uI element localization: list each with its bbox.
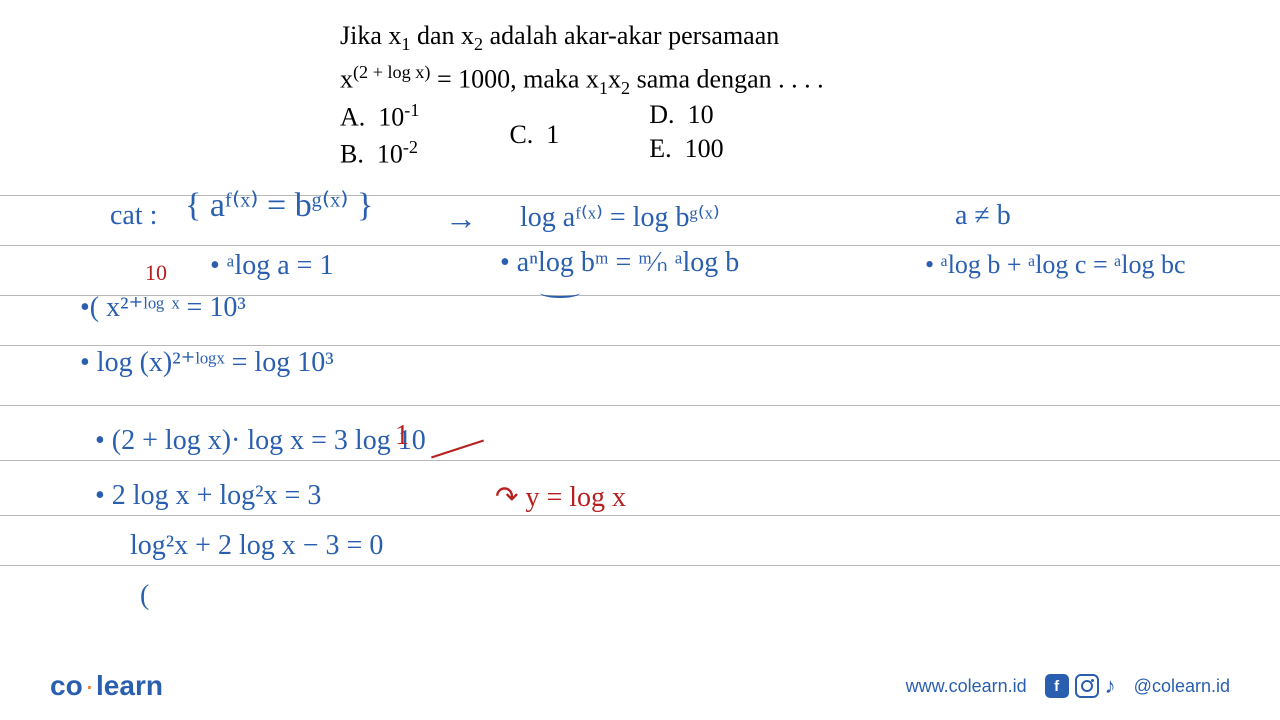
text: sama dengan . . . . [630,64,824,93]
ruled-line [0,515,1280,516]
option-column-ab: A. 10-1 B. 10-2 [340,100,419,169]
subscript: 2 [474,34,483,54]
text: dan x [410,21,474,50]
option-value: 10 [688,100,714,129]
superscript: (2 + log x) [353,62,430,82]
note-a-neq-b: a ≠ b [955,200,1011,232]
facebook-icon: f [1045,674,1069,698]
open-paren: ( [140,580,149,612]
page-container: Jika x1 dan x2 adalah akar-akar persamaa… [0,0,1280,720]
text: x [608,64,621,93]
website-url: www.colearn.id [906,676,1027,697]
work-step-4: • 2 log x + log²x = 3 [95,480,321,512]
superscript: -2 [403,137,418,157]
problem-line-2: x(2 + log x) = 1000, maka x1x2 sama deng… [340,60,824,101]
note-rule-1: • ᵃlog a = 1 [210,250,333,282]
option-value: 100 [685,134,724,163]
note-rule-2: • aⁿlog bᵐ = ᵐ⁄ₙ ᵃlog b [500,245,739,279]
option-a: A. 10-1 [340,100,419,133]
logo-separator: · [85,670,94,701]
underline-curve [540,288,580,298]
brand-logo: co·learn [50,670,163,702]
social-handle: @colearn.id [1134,676,1230,697]
ruled-line [0,565,1280,566]
option-label: C. [509,120,533,149]
social-icons: f ♪ [1045,673,1116,699]
option-value: 10 [377,139,403,168]
footer-right: www.colearn.id f ♪ @colearn.id [906,673,1230,699]
text: adalah akar-akar persamaan [483,21,779,50]
strike-annotation: 1 [395,420,409,452]
note-cat: cat : [110,200,157,232]
option-d: D. 10 [649,100,723,130]
problem-line-1: Jika x1 dan x2 adalah akar-akar persamaa… [340,18,824,58]
text: = 1000, maka x [430,64,598,93]
answer-options: A. 10-1 B. 10-2 C. 1 D. 10 E. 100 [340,100,724,169]
tiktok-icon: ♪ [1105,673,1116,699]
option-column-de: D. 10 E. 100 [649,100,723,169]
note-log-equation: log aᶠ⁽ˣ⁾ = log bᵍ⁽ˣ⁾ [520,200,720,234]
superscript: -1 [404,100,419,120]
work-step-3: • (2 + log x)· log x = 3 log 10 [95,425,426,457]
text: Jika x [340,21,401,50]
ruled-line [0,405,1280,406]
note-brace-equation: { aᶠ⁽ˣ⁾ = bᵍ⁽ˣ⁾ } [185,185,373,225]
option-e: E. 100 [649,134,723,164]
work-step-2: • log (x)²⁺ˡᵒᵍˣ = log 10³ [80,345,334,379]
option-b: B. 10-2 [340,137,419,170]
option-label: E. [649,134,671,163]
option-label: A. [340,103,365,132]
option-value: 10 [378,103,404,132]
option-column-c: C. 1 [509,100,559,169]
subscript: 1 [599,78,608,98]
problem-statement: Jika x1 dan x2 adalah akar-akar persamaa… [340,18,824,107]
work-step-1: •( x²⁺ˡᵒᵍ ˣ = 10³ [80,290,246,324]
arrow-icon: → [445,200,477,237]
option-label: D. [649,100,674,129]
work-step-5: log²x + 2 log x − 3 = 0 [130,530,383,562]
option-label: B. [340,139,364,168]
footer: co·learn www.colearn.id f ♪ @colearn.id [0,670,1280,702]
option-value: 1 [546,120,559,149]
note-ten-annotation: 10 [145,260,167,286]
ruled-line [0,460,1280,461]
option-c: C. 1 [509,120,559,150]
substitution-note: ↷ y = log x [495,480,626,514]
subscript: 2 [621,78,630,98]
text: x [340,64,353,93]
instagram-icon [1075,674,1099,698]
logo-text-learn: learn [96,670,163,701]
note-rule-3: • ᵃlog b + ᵃlog c = ᵃlog bc [925,250,1186,280]
logo-text-co: co [50,670,83,701]
